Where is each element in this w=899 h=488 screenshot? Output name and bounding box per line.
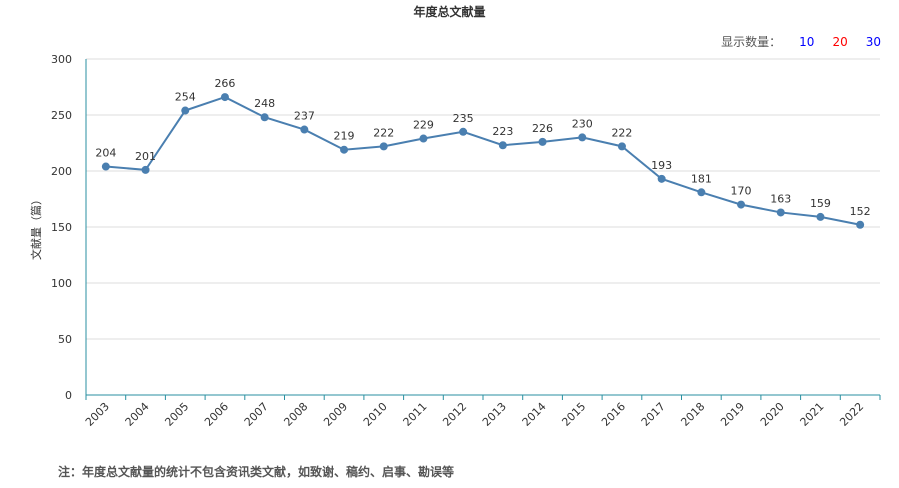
x-tick-label: 2004 xyxy=(123,400,152,429)
y-tick-label: 300 xyxy=(51,53,72,66)
gridlines xyxy=(86,58,880,340)
display-count-30-option[interactable]: 30 xyxy=(865,34,881,49)
data-label: 248 xyxy=(254,97,275,110)
x-tick-label: 2020 xyxy=(758,400,787,429)
x-tick-label: 2015 xyxy=(559,400,588,429)
data-label: 266 xyxy=(214,77,235,90)
y-axis-title: 文献量（篇） xyxy=(29,194,43,260)
data-label: 159 xyxy=(810,197,831,210)
data-label: 226 xyxy=(532,122,553,135)
data-label: 254 xyxy=(175,91,196,104)
data-point[interactable] xyxy=(220,93,229,102)
data-label: 170 xyxy=(731,185,752,198)
x-tick-label: 2013 xyxy=(480,400,509,429)
data-label: 235 xyxy=(453,112,474,125)
x-tick-label: 2016 xyxy=(599,400,628,429)
data-label: 237 xyxy=(294,110,315,123)
x-tick-label: 2010 xyxy=(361,400,390,429)
data-point[interactable] xyxy=(459,127,468,136)
x-tick-label: 2006 xyxy=(202,400,231,429)
data-point[interactable] xyxy=(816,212,825,221)
axes xyxy=(85,59,881,400)
data-label: 230 xyxy=(572,117,593,130)
display-count-selector: 显示数量： 10 20 30 xyxy=(721,33,881,50)
x-tick-label: 2021 xyxy=(798,400,827,429)
series xyxy=(101,93,865,229)
x-tick-label: 2018 xyxy=(678,400,707,429)
data-point[interactable] xyxy=(538,137,547,146)
footnote: 注：年度总文献量的统计不包含资讯类文献，如致谢、稿约、启事、勘误等 xyxy=(58,465,455,479)
y-tick-label: 200 xyxy=(51,165,72,178)
y-tick-label: 100 xyxy=(51,277,72,290)
data-label: 222 xyxy=(373,126,394,139)
x-tick-label: 2011 xyxy=(401,400,430,429)
display-count-10-option[interactable]: 10 xyxy=(799,34,815,49)
y-tick-label: 250 xyxy=(51,109,72,122)
data-label: 229 xyxy=(413,119,434,132)
data-label: 163 xyxy=(770,192,791,205)
data-point[interactable] xyxy=(260,113,269,122)
y-tick-label: 0 xyxy=(65,389,72,402)
data-label: 201 xyxy=(135,150,156,163)
data-label: 219 xyxy=(334,130,355,143)
data-label: 152 xyxy=(850,205,871,218)
x-tick-label: 2007 xyxy=(242,400,271,429)
x-tick-label: 2017 xyxy=(639,400,668,429)
data-point[interactable] xyxy=(419,134,428,143)
x-tick-label: 2014 xyxy=(520,400,549,429)
x-tick-label: 2008 xyxy=(281,400,310,429)
x-tick-label: 2009 xyxy=(321,400,350,429)
labels: 0 50 100 150 200 250 300 2003 2004 2005 2006 2007 20… xyxy=(51,53,871,429)
x-tick-label: 2012 xyxy=(440,400,469,429)
data-label: 223 xyxy=(492,125,513,138)
data-label: 222 xyxy=(611,126,632,139)
data-point[interactable] xyxy=(657,174,666,183)
data-label: 193 xyxy=(651,159,672,172)
data-point[interactable] xyxy=(379,142,388,151)
display-count-label: 显示数量： xyxy=(721,35,782,49)
data-point[interactable] xyxy=(300,125,309,134)
data-point[interactable] xyxy=(181,106,190,115)
data-point[interactable] xyxy=(856,220,865,229)
data-label: 204 xyxy=(95,147,116,160)
x-tick-label: 2022 xyxy=(837,400,866,429)
chart-title: 年度总文献量 xyxy=(413,5,486,19)
data-point[interactable] xyxy=(776,208,785,217)
series-line xyxy=(105,95,861,226)
data-point[interactable] xyxy=(101,162,110,171)
x-tick-label: 2003 xyxy=(83,400,112,429)
data-point[interactable] xyxy=(697,188,706,197)
display-count-20-option[interactable]: 20 xyxy=(832,34,848,49)
data-point[interactable] xyxy=(340,145,349,154)
y-tick-label: 50 xyxy=(58,333,72,346)
data-point[interactable] xyxy=(498,141,507,150)
data-point[interactable] xyxy=(617,142,626,151)
x-tick-label: 2019 xyxy=(718,400,747,429)
data-point[interactable] xyxy=(737,200,746,209)
data-point[interactable] xyxy=(141,165,150,174)
y-tick-label: 150 xyxy=(51,221,72,234)
data-point[interactable] xyxy=(578,133,587,142)
x-tick-label: 2005 xyxy=(162,400,191,429)
data-label: 181 xyxy=(691,172,712,185)
